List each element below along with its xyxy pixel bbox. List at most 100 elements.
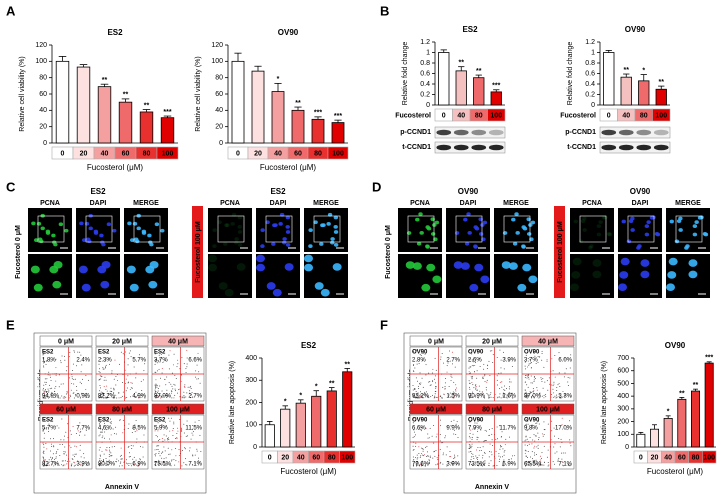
event-dot [45,391,47,393]
nucleus [522,226,528,231]
event-dot [529,436,531,438]
event-dot [561,458,563,460]
event-dot [425,427,427,429]
event-dot [497,396,499,398]
nucleus [684,246,689,250]
event-dot [99,352,101,354]
event-dot [169,350,171,352]
event-dot [160,463,162,465]
event-dot [511,392,513,394]
event-dot [435,396,437,398]
event-dot [453,454,455,456]
event-dot [412,394,414,396]
quadrant-percent: 6.9% [502,462,516,468]
event-dot [159,394,161,396]
significance: *** [492,83,500,90]
bar [438,52,450,106]
event-dot [128,352,130,354]
plot-header [151,403,205,415]
event-dot [155,379,157,381]
event-dot [154,454,156,456]
event-dot [527,451,529,453]
event-dot [486,430,488,432]
nucleus [630,228,635,232]
event-dot [528,443,530,445]
event-dot [45,390,47,392]
event-dot [472,396,474,398]
event-dot [87,379,89,381]
event-dot [199,382,201,384]
event-dot [174,394,176,396]
event-dot [454,392,456,394]
event-dot [478,393,480,395]
nucleus [425,244,430,249]
event-dot [477,457,479,459]
event-dot [524,361,526,363]
event-dot [72,425,74,427]
y-tick-label: 0.4 [420,81,430,88]
event-dot [429,456,431,458]
event-dot [42,365,44,367]
event-dot [419,394,421,396]
event-dot [547,449,549,451]
event-dot [108,449,110,451]
event-dot [432,380,434,382]
nucleus [271,242,276,246]
event-dot [121,395,123,397]
event-dot [50,450,52,452]
event-dot [52,438,54,440]
event-dot [120,458,122,460]
event-dot [155,455,157,457]
nucleus [148,280,158,289]
event-dot [481,391,483,393]
event-dot [444,387,446,389]
event-dot [42,442,44,444]
event-dot [428,459,430,461]
event-dot [470,393,472,395]
event-dot [171,397,173,399]
y-tick-label: 0.2 [420,91,430,98]
event-dot [468,358,470,360]
event-dot [129,389,131,391]
event-dot [524,389,526,391]
event-dot [71,463,73,465]
event-dot [422,465,424,467]
event-dot [172,364,174,366]
event-dot [491,439,493,441]
event-dot [158,451,160,453]
quadrant-percent: 82.7% [42,462,60,468]
event-dot [103,394,105,396]
event-dot [510,458,512,460]
x-tick-label: 100 [703,454,715,461]
event-dot [468,371,470,373]
event-dot [470,459,472,461]
event-dot [192,396,194,398]
zoom-box [37,215,65,243]
event-dot [186,366,188,368]
event-dot [99,459,101,461]
event-dot [539,392,541,394]
event-dot [525,395,527,397]
event-dot [531,397,533,399]
blot-band [601,129,617,136]
event-dot [186,392,188,394]
event-dot [80,430,82,432]
event-dot [44,381,46,383]
event-dot [506,387,508,389]
event-dot [135,396,137,398]
event-dot [47,395,49,397]
event-dot [185,435,187,437]
event-dot [128,462,130,464]
event-dot [501,431,503,433]
event-dot [484,440,486,442]
event-dot [439,462,441,464]
event-dot [491,428,493,430]
event-dot [142,379,144,381]
nucleus [212,228,217,232]
event-dot [155,435,157,437]
condition-box [554,206,565,298]
event-dot [66,392,68,394]
event-dot [524,381,526,383]
event-dot [100,394,102,396]
event-dot [428,461,430,463]
